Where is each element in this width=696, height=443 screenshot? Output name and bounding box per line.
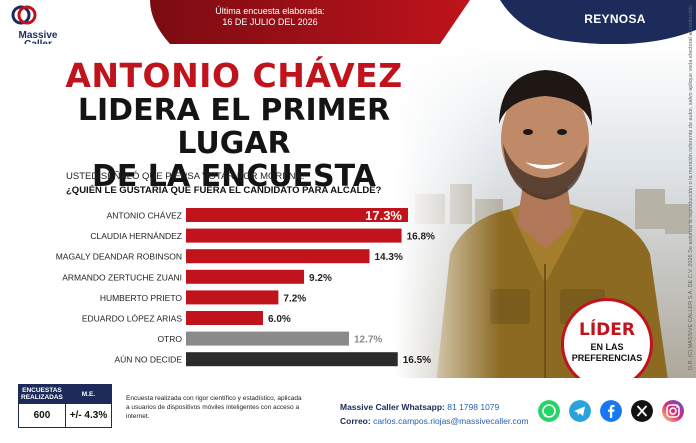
category-label: MAGALY DEANDAR ROBINSON <box>56 252 182 262</box>
leader-badge: LÍDER EN LAS PREFERENCIAS <box>561 298 653 390</box>
x-icon[interactable] <box>631 400 653 422</box>
bar <box>186 352 398 367</box>
logo-name: Massive Caller <box>18 30 58 45</box>
results-bar-chart: ANTONIO CHÁVEZ 17.3% CLAUDIA HERNÁNDEZ 16.8… <box>56 208 435 367</box>
bar <box>186 249 370 264</box>
value-label: 7.2% <box>283 293 306 304</box>
headline-line-1: ANTONIO CHÁVEZ <box>65 56 403 95</box>
badge-line-2: EN LAS <box>590 342 624 352</box>
question-text: ¿QUIÉN LE GUSTARÍA QUE FUERA EL CANDIDAT… <box>66 185 382 196</box>
bar <box>186 208 408 222</box>
value-label: 9.2% <box>309 273 332 284</box>
value-label: 12.7% <box>354 335 382 346</box>
category-label: CLAUDIA HERNÁNDEZ <box>90 231 182 241</box>
massive-caller-logo: Massive Caller <box>10 4 66 44</box>
headline-line-2: LIDERA EL PRIMER LUGAR <box>77 93 391 161</box>
legal-disclaimer-text: D.R. (C) MASSIVE CALLER S.A. DE C.V. 202… <box>688 4 694 370</box>
stats-header-surveys: ENCUESTAS REALIZADAS <box>18 384 66 404</box>
category-label: HUMBERTO PRIETO <box>100 293 183 303</box>
category-label: AÚN NO DECIDE <box>114 355 182 365</box>
whatsapp-number[interactable]: 81 1798 1079 <box>447 402 500 412</box>
instagram-icon[interactable] <box>662 400 684 422</box>
email-line: Correo: carlos.campos.riojas@massivecall… <box>340 414 529 428</box>
value-label: 16.8% <box>407 232 435 243</box>
headline: ANTONIO CHÁVEZ LIDERA EL PRIMER LUGAR DE… <box>24 56 444 194</box>
value-label: 16.5% <box>403 355 431 366</box>
stats-value-surveys: 600 <box>18 403 66 428</box>
survey-date: Última encuesta elaborada: 16 DE JULIO D… <box>200 6 340 28</box>
logo-mark-icon <box>11 5 37 25</box>
top-banner-shape <box>0 0 696 44</box>
whatsapp-icon[interactable] <box>538 400 560 422</box>
bar <box>186 269 305 284</box>
badge-line-1: LÍDER <box>579 320 635 340</box>
top-banner: Massive Caller Última encuesta elaborada… <box>0 0 696 44</box>
category-label: OTRO <box>157 334 182 344</box>
methodology-note: Encuesta realizada con rigor científico … <box>126 395 302 420</box>
value-label: 6.0% <box>268 314 291 325</box>
email-label: Correo: <box>340 416 371 426</box>
headline-line-3: DE LA ENCUESTA <box>91 159 377 194</box>
survey-date-value: 16 DE JULIO DEL 2026 <box>222 17 318 27</box>
value-label: 14.3% <box>375 252 403 263</box>
survey-date-label: Última encuesta elaborada: <box>215 6 325 16</box>
contact-info: Massive Caller Whatsapp: 81 1798 1079 Co… <box>340 400 529 428</box>
logo-text: Massive Caller <box>10 30 66 45</box>
survey-stats-table: ENCUESTAS REALIZADAS M.E. 600 +/- 4.3% <box>18 384 113 428</box>
category-label: EDUARDO LÓPEZ ARIAS <box>82 314 182 324</box>
telegram-icon[interactable] <box>569 400 591 422</box>
legal-disclaimer: D.R. (C) MASSIVE CALLER S.A. DE C.V. 202… <box>676 5 694 370</box>
badge-line-3: PREFERENCIAS <box>571 353 643 363</box>
email-address[interactable]: carlos.campos.riojas@massivecaller.com <box>373 416 529 426</box>
footer: ENCUESTAS REALIZADAS M.E. 600 +/- 4.3% E… <box>0 378 696 443</box>
bar <box>186 311 263 325</box>
question-intro: USTED SEÑALÓ QUE PIENSA VOTAR POR MORENA… <box>66 171 305 182</box>
bar <box>186 290 279 305</box>
bar <box>186 331 349 346</box>
facebook-icon[interactable] <box>600 400 622 422</box>
city-label: REYNOSA <box>584 12 646 26</box>
category-label: ARMANDO ZERTUCHE ZUANI <box>62 272 182 282</box>
bar <box>186 228 402 243</box>
whatsapp-line: Massive Caller Whatsapp: 81 1798 1079 <box>340 400 529 414</box>
value-label: 17.3% <box>365 208 402 223</box>
stats-header-margin: M.E. <box>64 384 113 404</box>
category-label: ANTONIO CHÁVEZ <box>107 211 182 221</box>
stats-value-margin: +/- 4.3% <box>64 403 113 428</box>
whatsapp-label: Massive Caller Whatsapp: <box>340 402 445 412</box>
candidate-photo <box>395 44 696 394</box>
